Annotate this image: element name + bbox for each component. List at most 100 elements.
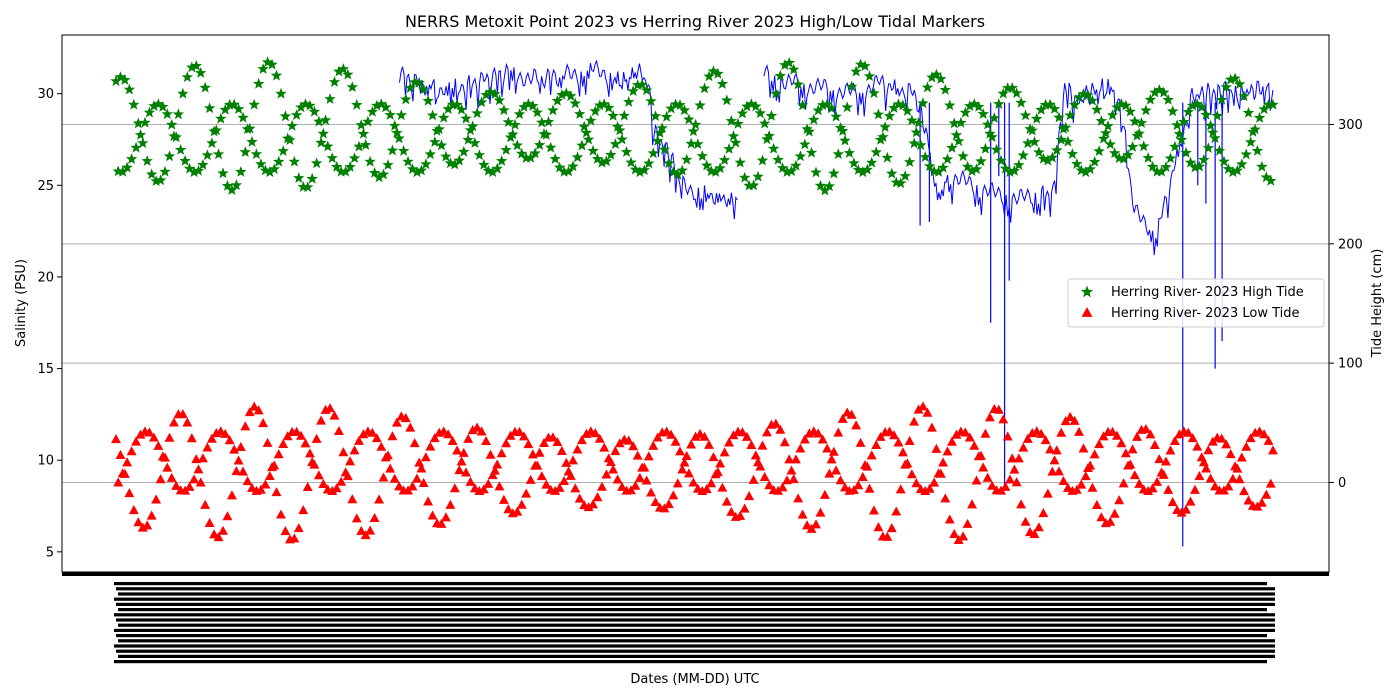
low-tide-marker (1109, 508, 1120, 518)
high-tide-marker (681, 153, 693, 165)
high-tide-marker (250, 148, 263, 160)
high-tide-marker (649, 110, 662, 121)
low-tide-marker (449, 483, 460, 493)
low-tide-marker (746, 439, 757, 449)
high-tide-marker (716, 78, 729, 89)
high-tide-marker (658, 143, 671, 155)
high-tide-marker (794, 150, 807, 162)
low-tide-marker (148, 432, 159, 442)
high-tide-marker (591, 153, 604, 164)
low-tide-marker (519, 431, 529, 441)
high-tide-marker (460, 112, 472, 124)
high-tide-marker (324, 93, 336, 104)
low-tide-marker (715, 458, 726, 468)
high-tide-marker (364, 155, 376, 167)
low-tide-marker (848, 484, 859, 495)
x-tick-label-blob-row (114, 597, 1275, 601)
low-tide-marker (1239, 486, 1249, 496)
low-tide-marker (1221, 439, 1232, 449)
low-tide-marker (855, 437, 866, 447)
low-tide-marker (1205, 473, 1216, 483)
high-tide-marker (950, 129, 963, 141)
high-tide-marker (743, 179, 755, 191)
high-tide-marker (598, 98, 610, 110)
low-tide-marker (978, 462, 989, 472)
high-tide-marker (774, 70, 786, 81)
high-tide-marker (654, 127, 666, 138)
low-tide-marker (177, 409, 188, 419)
low-tide-marker (1120, 448, 1131, 458)
low-tide-marker (819, 489, 830, 499)
low-tide-marker (1013, 453, 1024, 463)
low-tide-marker (1223, 481, 1234, 491)
low-tide-marker (869, 505, 879, 515)
low-tide-marker (1056, 427, 1067, 437)
low-tide-marker (775, 424, 786, 434)
low-tide-marker (461, 467, 471, 477)
high-tide-marker (1251, 144, 1264, 156)
low-tide-marker (122, 457, 133, 467)
high-tide-marker (1111, 101, 1123, 113)
low-tide-marker (231, 466, 242, 476)
high-tide-marker (857, 166, 869, 178)
low-tide-marker (1165, 445, 1176, 455)
high-tide-marker (393, 132, 405, 144)
low-tide-marker (583, 502, 594, 512)
high-tide-marker (926, 71, 938, 83)
high-tide-marker (687, 125, 700, 137)
low-tide-marker (953, 534, 964, 544)
low-tide-marker (1163, 484, 1174, 494)
high-tide-marker (1035, 103, 1047, 115)
low-tide-marker (717, 482, 728, 492)
low-tide-marker (492, 459, 503, 469)
high-tide-marker (513, 108, 526, 120)
low-tide-marker (931, 443, 942, 453)
low-tide-marker (846, 409, 857, 419)
high-tide-marker (1160, 161, 1172, 172)
high-tide-marker (1169, 140, 1181, 152)
low-tide-marker (1187, 432, 1198, 443)
low-tide-marker (831, 465, 842, 475)
high-tide-marker (627, 85, 639, 97)
low-tide-marker (342, 471, 353, 481)
high-tide-marker (237, 111, 249, 123)
high-tide-marker (739, 171, 751, 183)
low-tide-marker (628, 441, 639, 451)
high-tide-marker (446, 98, 459, 110)
salinity-line (399, 59, 738, 220)
low-tide-marker (1132, 431, 1142, 441)
high-tide-marker (467, 120, 479, 132)
low-tide-marker (374, 494, 385, 504)
high-tide-marker (930, 68, 943, 80)
high-tide-marker (203, 102, 216, 114)
high-tide-marker (1164, 152, 1177, 164)
high-tide-marker (652, 135, 664, 146)
low-tide-marker (1011, 477, 1022, 487)
low-tide-marker (675, 446, 685, 456)
high-tide-marker (609, 138, 622, 149)
low-tide-marker (273, 449, 284, 459)
low-tide-marker (171, 480, 182, 490)
high-tide-marker (197, 159, 209, 170)
low-tide-marker (1143, 485, 1154, 495)
low-tide-marker (418, 477, 429, 487)
high-tide-marker (694, 99, 706, 111)
low-tide-marker (1022, 433, 1033, 443)
low-tide-marker (409, 438, 420, 448)
low-tide-marker (889, 430, 899, 440)
high-tide-marker (946, 141, 958, 153)
high-tide-marker (181, 71, 193, 83)
high-tide-marker (1187, 99, 1199, 111)
high-tide-marker (625, 156, 637, 168)
high-tide-marker (1046, 151, 1058, 163)
high-tide-marker (968, 98, 980, 109)
low-tide-marker (1234, 474, 1245, 484)
low-tide-marker (1183, 427, 1194, 437)
low-tide-marker (828, 446, 839, 456)
high-tide-marker (511, 139, 523, 151)
low-tide-marker (313, 470, 324, 480)
low-tide-marker (826, 454, 837, 464)
high-tide-marker (368, 167, 381, 178)
low-tide-marker (906, 469, 917, 479)
high-tide-marker (442, 103, 454, 114)
